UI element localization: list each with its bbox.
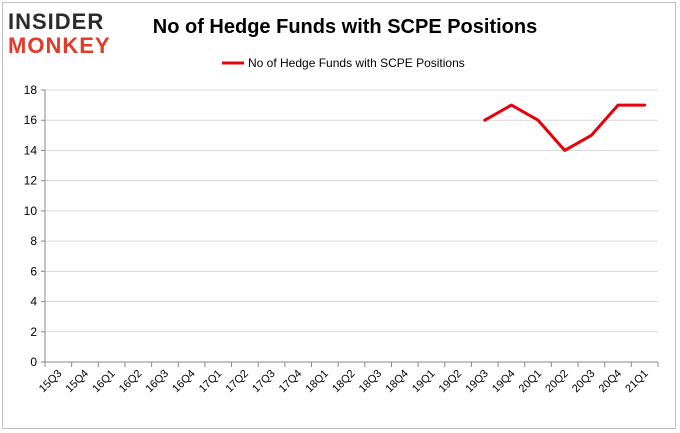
y-tick-label: 8 [30,234,37,248]
y-tick-label: 0 [30,355,37,369]
x-tick-label: 18Q2 [330,368,358,396]
plot-area [483,103,647,152]
x-tick-label: 15Q4 [64,368,92,396]
x-tick-label: 16Q1 [90,368,118,396]
x-tick-label: 20Q3 [570,368,598,396]
x-tick-label: 16Q3 [144,368,172,396]
logo-line-1: INSIDER [8,9,105,34]
x-tick-label: 16Q4 [170,368,198,396]
x-tick-label: 20Q1 [517,368,545,396]
x-tick-label: 18Q3 [357,368,385,396]
x-tick-label: 20Q2 [543,368,571,396]
x-tick-label: 17Q4 [277,368,305,396]
y-tick-label: 6 [30,264,37,278]
x-tick-label: 18Q1 [303,368,331,396]
logo-line-2: MONKEY [8,33,111,58]
series-line [483,103,647,152]
x-tick-label: 20Q4 [597,368,625,396]
x-tick-label: 21Q1 [623,368,651,396]
y-axis: 0 2 4 6 8 10 12 14 16 18 [24,83,46,369]
x-tick-label: 19Q4 [490,368,518,396]
x-tick-label: 16Q2 [117,368,145,396]
y-tick-label: 12 [24,174,38,188]
x-tick-label: 19Q3 [463,368,491,396]
y-tick-label: 2 [30,325,37,339]
x-axis: 15Q3 15Q4 16Q1 16Q2 16Q3 16Q4 17Q1 17Q2 17Q3 17Q4… [37,362,659,396]
y-tick-label: 18 [24,83,38,97]
chart-frame [2,2,676,429]
y-tick-label: 16 [24,113,38,127]
grid [45,89,658,363]
y-tick-label: 10 [24,204,38,218]
x-tick-label: 17Q3 [250,368,278,396]
x-tick-label: 19Q1 [410,368,438,396]
x-tick-label: 18Q4 [383,368,411,396]
legend-label: No of Hedge Funds with SCPE Positions [248,56,465,70]
x-tick-label: 17Q1 [197,368,225,396]
x-tick-label: 17Q2 [223,368,251,396]
insider-monkey-logo: INSIDER MONKEY [8,10,130,58]
chart-title: No of Hedge Funds with SCPE Positions [152,16,538,38]
y-tick-label: 14 [24,143,38,157]
legend: No of Hedge Funds with SCPE Positions [222,56,465,70]
y-tick-label: 4 [30,295,37,309]
x-tick-label: 19Q2 [437,368,465,396]
x-tick-label: 15Q3 [37,368,65,396]
